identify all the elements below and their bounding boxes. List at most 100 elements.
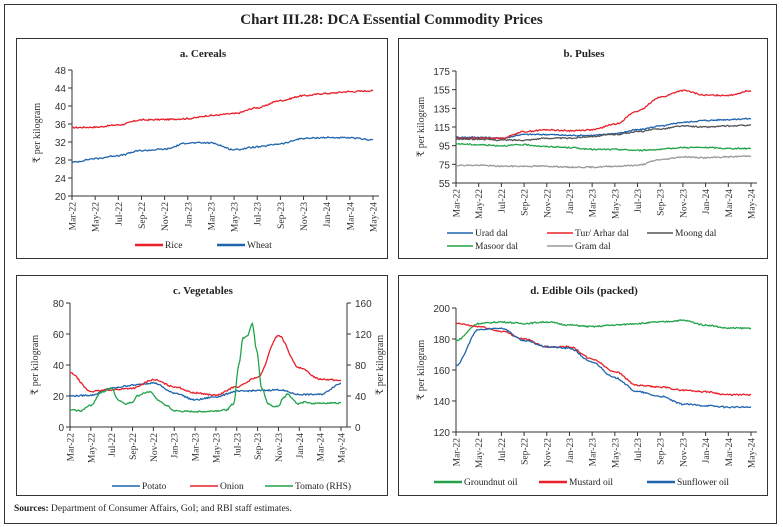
x-tick-label: Nov-22: [161, 202, 171, 231]
y-tick-label: 135: [433, 104, 450, 115]
y-tick-label: 55: [439, 179, 451, 190]
x-tick-label: May-23: [231, 202, 241, 232]
x-tick-label: Sep-22: [138, 202, 148, 229]
y-tick-label: 20: [55, 192, 67, 203]
x-tick-label: May-23: [611, 438, 621, 468]
y-tick-label-right: 80: [355, 361, 367, 372]
x-tick-label: Sep-23: [254, 433, 264, 460]
x-tick-label: Nov-22: [150, 433, 160, 462]
cereals-chart: a. Cereals 20 24 28 32 36 40 44 48 ₹ per kilogram…: [32, 48, 380, 251]
y-tick-label-right: 0: [355, 423, 361, 434]
x-tick-label: Jan-24: [323, 202, 333, 228]
y-tick-label: 175: [433, 67, 450, 78]
x-tick-label: Sep-22: [129, 433, 139, 460]
legend-label-groundnut-oil: Groundnut oil: [464, 478, 518, 488]
x-tick-label: May-23: [212, 433, 222, 463]
x-tick-label: Sep-22: [521, 189, 531, 216]
y-tick-label-right: 120: [355, 330, 372, 341]
panel-vegetables: c. Vegetables 0 20 40 60 80 0 40 80 120 160 ₹ per k…: [16, 275, 388, 496]
x-tick-label: Nov-23: [275, 433, 285, 462]
x-tick-label: May-24: [338, 433, 348, 463]
legend-label-urad-dal: Urad dal: [475, 229, 508, 239]
x-tick-label: May-22: [92, 202, 102, 232]
sources-text: Department of Consumer Affairs, GoI; and…: [48, 504, 292, 514]
page-title: Chart III.28: DCA Essential Commodity Pr…: [240, 12, 543, 28]
series-line-urad-dal: [455, 117, 752, 140]
x-tick-label: Sep-23: [657, 189, 667, 216]
legend-label-wheat: Wheat: [247, 241, 272, 251]
x-tick-label: Mar-24: [725, 438, 735, 467]
series-line-tomato-rhs: [69, 322, 342, 413]
legend-label-sunflower-oil: Sunflower oil: [677, 477, 729, 488]
x-tick-label: Jan-23: [566, 438, 576, 464]
series-line-tur-arhar-dal: [455, 89, 752, 140]
y-tick-label: 36: [55, 120, 67, 131]
y-tick-label-right: 40: [355, 392, 367, 403]
y-tick-label-right: 160: [355, 299, 372, 310]
legend-label-tomato-rhs: Tomato (RHS): [295, 481, 351, 492]
y-tick-label: 120: [433, 428, 450, 439]
y-tick-label: 32: [55, 138, 67, 149]
series-line-moong-dal: [455, 124, 752, 142]
y-tick-label: 44: [55, 84, 67, 95]
chart-title: d. Edible Oils (packed): [530, 285, 638, 297]
x-tick-label: Mar-24: [317, 433, 327, 462]
series-line-mustard-oil: [455, 322, 752, 397]
y-tick-label: 0: [58, 423, 64, 434]
y-tick-label: 115: [434, 123, 450, 134]
x-tick-label: Nov-23: [679, 438, 689, 467]
x-tick-label: Mar-22: [67, 433, 77, 462]
legend-label-potato: Potato: [142, 482, 167, 492]
legend-label-onion: Onion: [220, 482, 244, 492]
y-tick-label: 28: [55, 156, 67, 167]
series-line-onion: [69, 334, 342, 397]
x-tick-label: Mar-23: [192, 433, 202, 462]
x-tick-label: Jan-24: [296, 433, 306, 459]
x-tick-label: Jul-23: [634, 438, 644, 462]
legend-label-masoor-dal: Masoor dal: [475, 242, 518, 252]
y-tick-label: 160: [433, 366, 450, 377]
x-tick-label: Jul-23: [254, 202, 264, 226]
panel-edible-oils: d. Edible Oils (packed) 120 140 160 180 200 ₹ …: [398, 275, 768, 496]
x-tick-label: Jan-23: [184, 202, 194, 228]
panel-pulses: b. Pulses 55 75 95 115 135 155 175 ₹ per kilogra…: [398, 38, 768, 259]
y-axis-label-right: ₹ per kilogram: [375, 335, 386, 395]
y-tick-label: 200: [433, 304, 450, 315]
x-tick-label: Nov-23: [679, 189, 689, 218]
y-tick-label: 60: [53, 330, 65, 341]
y-tick-label: 48: [55, 66, 67, 77]
y-tick-label: 24: [55, 174, 67, 185]
chart-frame: [4, 4, 777, 524]
y-tick-label: 155: [433, 86, 450, 97]
x-tick-label: Mar-24: [346, 202, 356, 231]
x-tick-label: Jul-23: [634, 189, 644, 213]
series-line-potato: [69, 381, 342, 401]
x-tick-label: Jul-23: [233, 433, 243, 457]
x-tick-label: May-24: [748, 189, 758, 219]
sources-label: Sources:: [14, 504, 49, 514]
x-tick-label: Nov-22: [543, 438, 553, 467]
y-tick-label: 40: [53, 361, 65, 372]
x-tick-label: Mar-24: [725, 189, 735, 218]
series-line-sunflower-oil: [455, 327, 751, 409]
x-tick-label: Sep-22: [521, 438, 531, 465]
series-line-groundnut-oil: [455, 319, 752, 342]
chart-title: b. Pulses: [564, 48, 606, 60]
sources-note: Sources: Department of Consumer Affairs,…: [14, 504, 292, 514]
legend-label-tur-arhar-dal: Tur/ Arhar dal: [575, 229, 629, 239]
y-axis-label: ₹ per kilogram: [30, 335, 41, 395]
y-axis-label: ₹ per kilogram: [32, 103, 43, 163]
x-tick-label: Mar-23: [589, 189, 599, 218]
x-tick-label: May-22: [475, 438, 485, 468]
series-line-wheat: [71, 136, 374, 164]
x-tick-label: Jul-22: [108, 433, 118, 457]
x-tick-label: Mar-22: [453, 438, 463, 467]
x-tick-label: Mar-23: [207, 202, 217, 231]
y-axis-label: ₹ per kilogram: [416, 97, 427, 157]
x-tick-label: Nov-23: [300, 202, 310, 231]
x-tick-label: May-22: [87, 433, 97, 463]
pulses-chart: b. Pulses 55 75 95 115 135 155 175 ₹ per kilogra…: [416, 48, 758, 252]
x-tick-label: Jul-22: [498, 438, 508, 462]
x-tick-label: Mar-22: [69, 202, 79, 231]
legend-label-moong-dal: Moong dal: [675, 229, 717, 239]
